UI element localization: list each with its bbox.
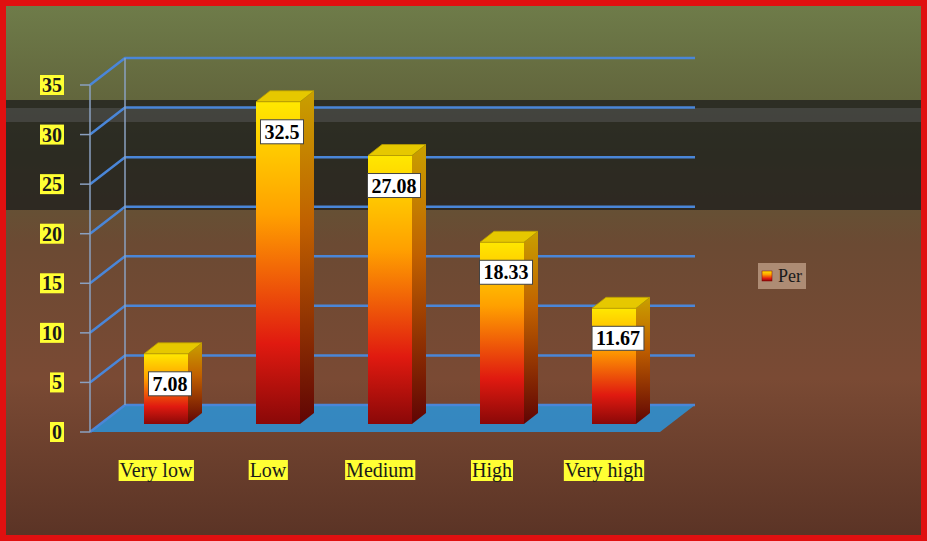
y-tick: 10 (40, 322, 90, 344)
y-tick-label-bg (40, 174, 64, 194)
legend: Per (758, 263, 806, 289)
y-tick: 30 (40, 124, 90, 146)
data-label: 7.08 (149, 372, 192, 396)
bar-top (256, 91, 314, 102)
data-label-text: 7.08 (153, 373, 188, 395)
data-label: 11.67 (592, 326, 644, 350)
data-label-bg (149, 372, 192, 396)
data-label-bg (480, 260, 533, 284)
y-tick-label: 30 (42, 124, 62, 146)
y-tick-label: 15 (42, 272, 62, 294)
y-tick: 25 (40, 173, 90, 195)
x-tick: High (471, 459, 513, 482)
x-tick: Very high (564, 459, 644, 482)
x-tick: Low (249, 459, 288, 481)
y-tick: 5 (50, 371, 90, 393)
y-tick-mark (80, 332, 90, 334)
data-label: 18.33 (480, 260, 533, 284)
y-tick-label-bg (40, 75, 64, 95)
y-tick-mark (80, 283, 90, 285)
y-tick-label-bg (40, 273, 64, 293)
data-label-text: 32.5 (265, 121, 300, 143)
y-tick-mark (80, 233, 90, 235)
y-tick: 0 (50, 421, 90, 443)
x-tick-label: Low (250, 459, 287, 481)
grid-line (90, 58, 695, 85)
data-labels: 7.08 32.5 27.08 18.33 11.67 (149, 120, 644, 396)
y-tick-label: 25 (42, 173, 62, 195)
x-tick-label: High (472, 459, 512, 482)
legend-label: Per (778, 266, 802, 286)
y-tick-label: 20 (42, 223, 62, 245)
x-tick-label: Very high (565, 459, 643, 482)
x-tick: Medium (345, 459, 415, 481)
y-tick-label: 10 (42, 322, 62, 344)
bar-top (480, 231, 538, 242)
bar-group (480, 231, 538, 424)
x-labels: Very low Low Medium High Very high (119, 459, 645, 482)
chart: 0 5 10 15 20 25 30 35 7.08 32.5 27.08 18.33 11.67 Ver… (0, 0, 927, 541)
y-tick-label-bg (50, 422, 64, 442)
y-tick-label-bg (40, 125, 64, 145)
x-tick-label-bg (119, 460, 194, 481)
bar-top (368, 145, 426, 156)
legend-bg (758, 263, 806, 289)
data-label-text: 27.08 (372, 175, 417, 197)
data-label: 27.08 (368, 174, 421, 198)
legend-swatch (762, 271, 772, 281)
x-tick-label-bg (249, 460, 288, 480)
y-axis-back-line (124, 58, 126, 405)
data-label-bg (592, 326, 644, 350)
grid-line (90, 108, 695, 135)
x-tick-label: Medium (346, 459, 414, 481)
y-tick-label: 0 (52, 421, 62, 443)
data-label-bg (261, 120, 304, 144)
y-tick-label: 35 (42, 74, 62, 96)
x-tick-label-bg (471, 460, 513, 481)
bar-group (144, 343, 202, 424)
y-axis-line (89, 85, 91, 432)
bar-side (636, 297, 650, 424)
data-label: 32.5 (261, 120, 304, 144)
bar-top (592, 297, 650, 308)
y-tick-mark (80, 183, 90, 185)
y-tick-label-bg (40, 224, 64, 244)
bar (256, 102, 300, 424)
y-tick-mark (80, 431, 90, 433)
y-tick-mark (80, 84, 90, 86)
y-tick-mark (80, 382, 90, 384)
x-tick-label-bg (564, 460, 644, 481)
y-tick: 15 (40, 272, 90, 294)
background (0, 0, 927, 541)
y-tick-label-bg (40, 323, 64, 343)
pipe (0, 100, 927, 210)
bar-group (368, 145, 426, 424)
y-tick: 20 (40, 223, 90, 245)
x-tick: Very low (119, 459, 194, 482)
border (3, 3, 924, 538)
y-tick-mark (80, 134, 90, 136)
x-tick-label-bg (345, 460, 415, 480)
data-label-text: 18.33 (484, 261, 529, 283)
bars (144, 91, 650, 424)
data-label-bg (368, 174, 421, 198)
x-tick-label: Very low (120, 459, 193, 482)
bar-group (592, 297, 650, 424)
bar (592, 308, 636, 424)
data-label-text: 11.67 (596, 327, 640, 349)
grid (90, 58, 695, 432)
y-tick-label-bg (50, 372, 64, 392)
pipe-highlight (0, 108, 927, 122)
bar-top (144, 343, 202, 354)
bar-group (256, 91, 314, 424)
y-tick-label: 5 (52, 371, 62, 393)
y-tick: 35 (40, 74, 90, 96)
